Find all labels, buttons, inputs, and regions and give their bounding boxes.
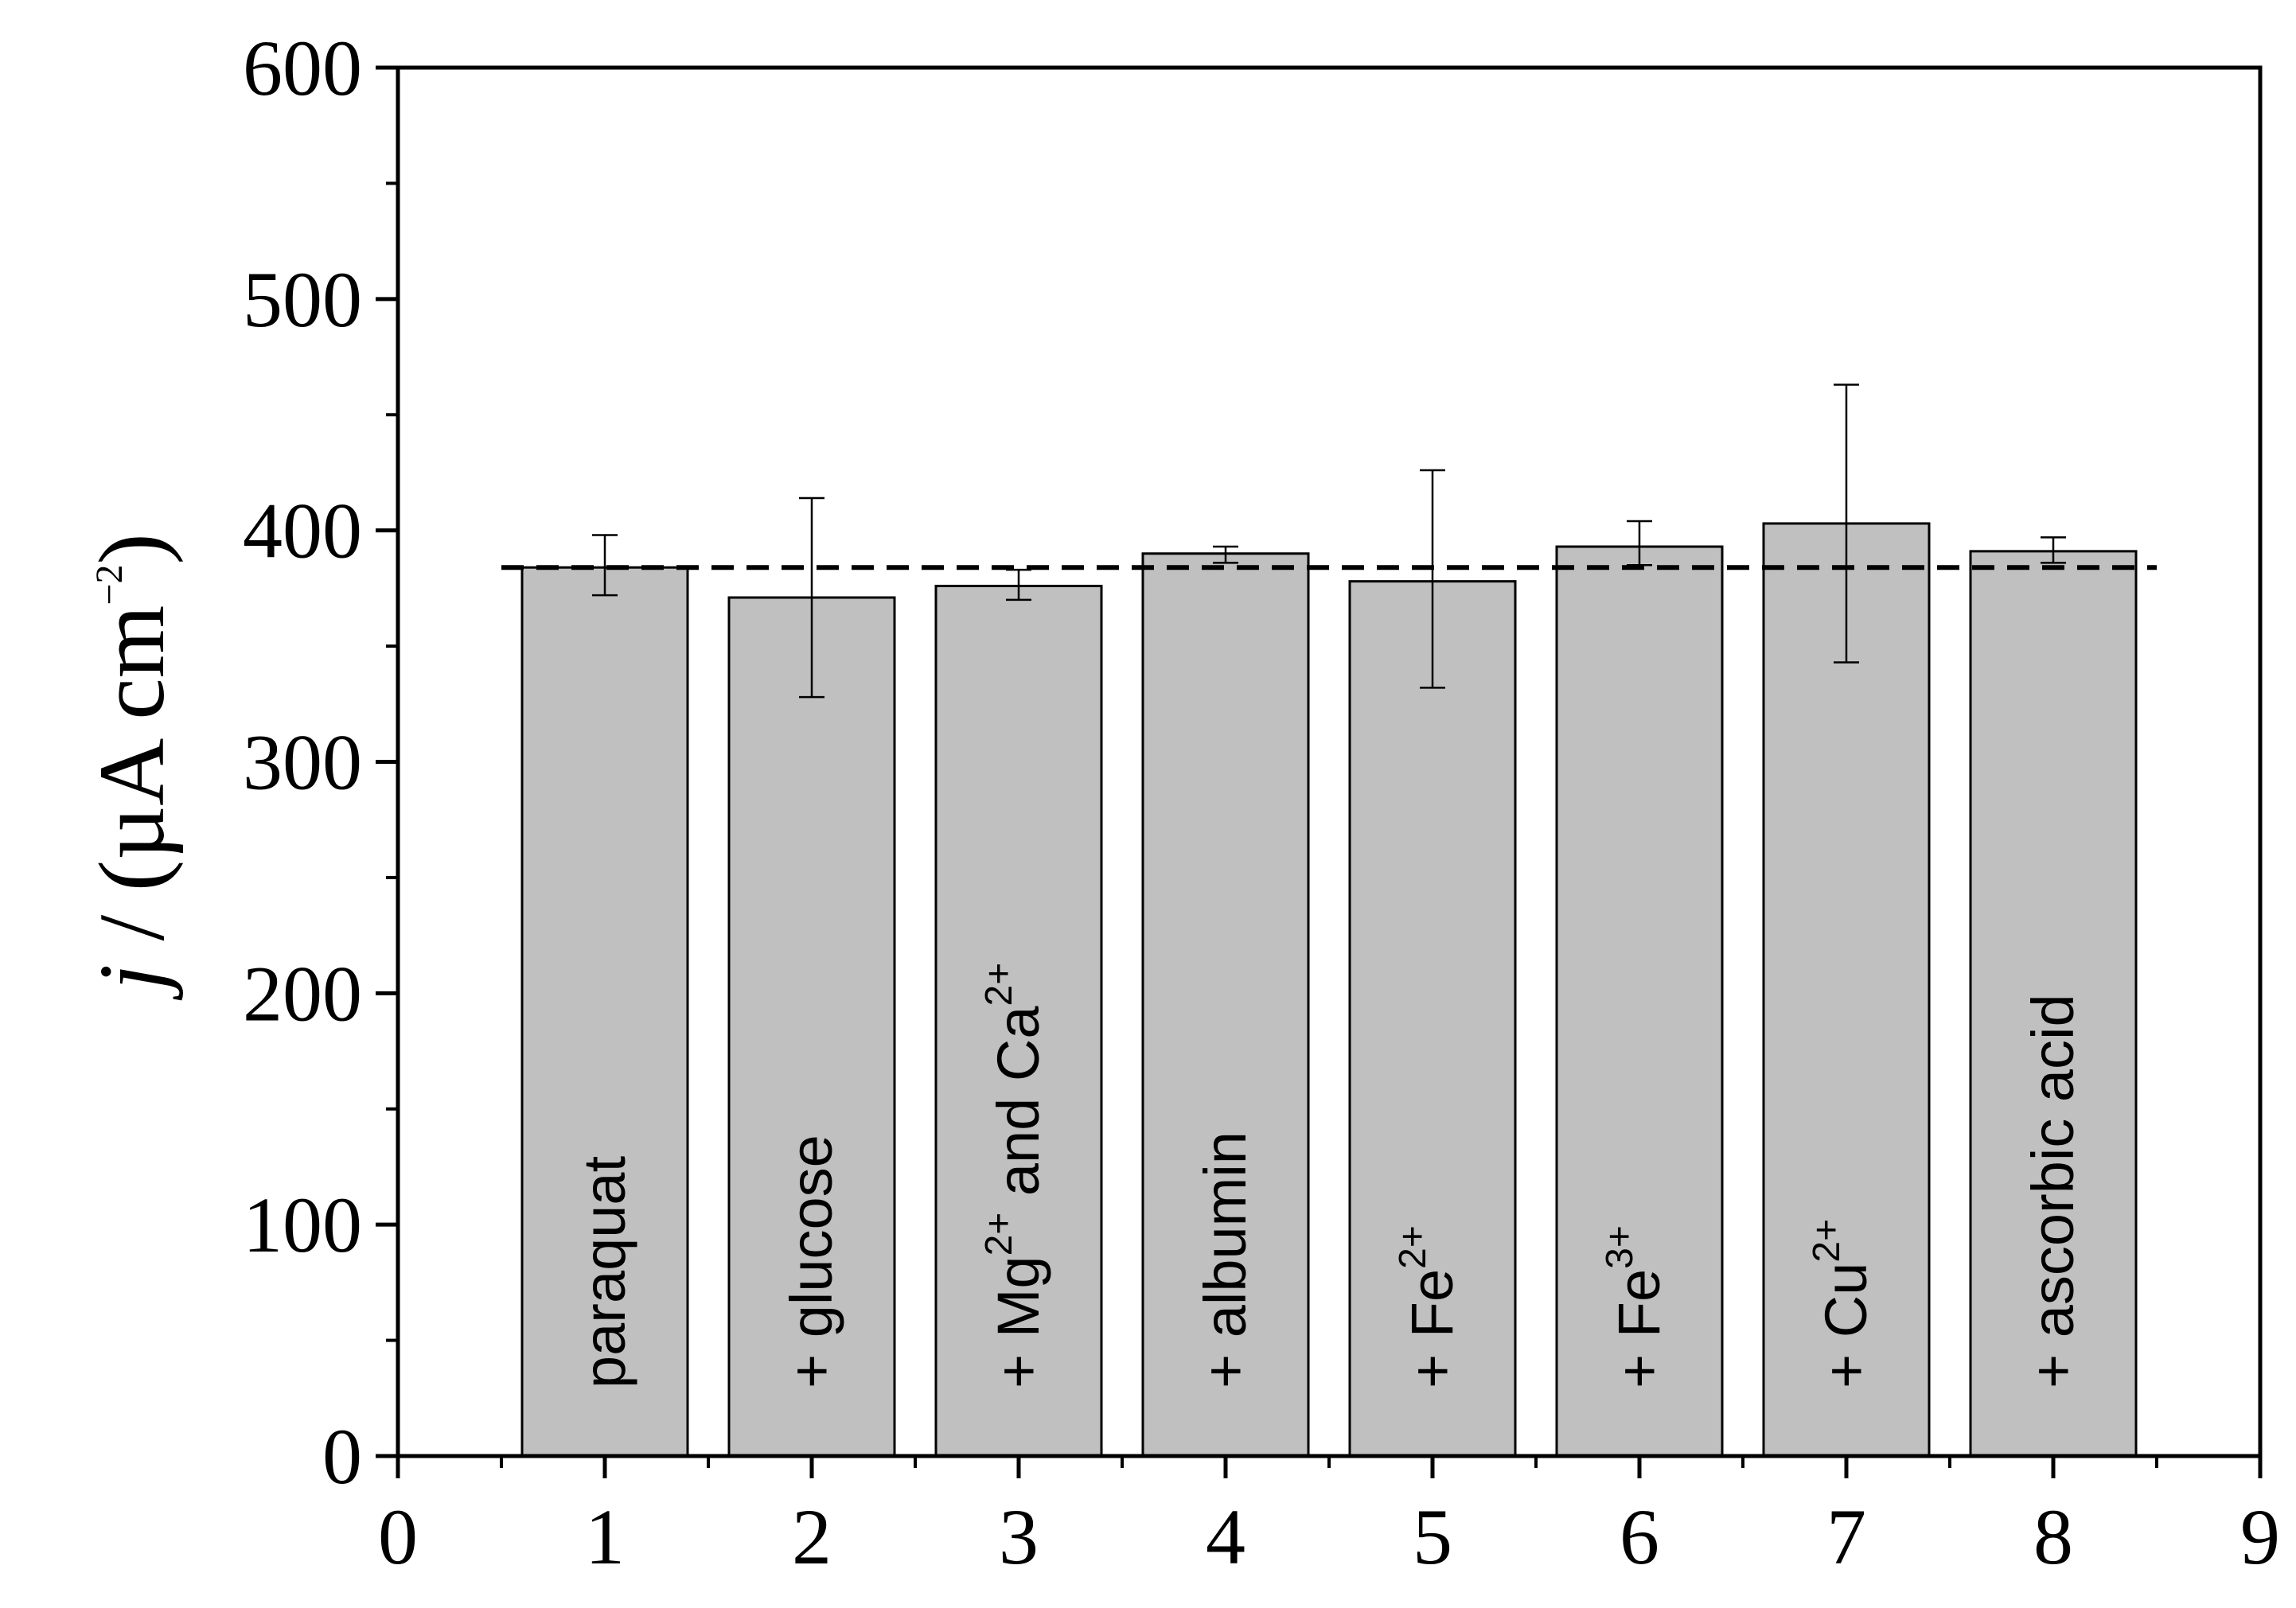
bar-label-text: + albumin xyxy=(1192,1131,1258,1388)
bar-label-7: + Cu2+ xyxy=(1806,1219,1879,1388)
bar-label-1: paraquat xyxy=(571,1155,637,1388)
x-tick-label: 6 xyxy=(1620,1493,1659,1581)
x-tick-label: 4 xyxy=(1206,1493,1245,1581)
y-axis-title: j / (µA cm−2) xyxy=(80,533,184,1001)
bar-label-3: + Mg2+ and Ca2+ xyxy=(978,963,1051,1388)
bar-label-text: + glucose xyxy=(778,1135,844,1388)
bar-5 xyxy=(1348,580,1517,1458)
axis-ticks-layer xyxy=(376,65,2263,1478)
x-tick-label: 8 xyxy=(2033,1493,2073,1581)
bar-label-text: + Fe xyxy=(1606,1269,1672,1388)
bar-4 xyxy=(1141,552,1310,1458)
y-tick-label: 400 xyxy=(243,487,362,575)
x-tick-label: 9 xyxy=(2240,1493,2280,1581)
bar-label-4: + albumin xyxy=(1192,1131,1258,1388)
bar-6 xyxy=(1555,545,1724,1458)
y-axis-title-sup: −2 xyxy=(88,564,131,605)
bar-1 xyxy=(520,566,689,1458)
y-axis-title-italic: j xyxy=(80,964,184,1001)
y-tick-label: 500 xyxy=(243,255,362,344)
y-tick-label: 100 xyxy=(243,1181,362,1269)
bar-label-text: paraquat xyxy=(571,1155,637,1388)
x-tick-label: 1 xyxy=(585,1493,625,1581)
y-tick-label: 600 xyxy=(243,24,362,112)
bar-label-text: + Fe xyxy=(1399,1269,1465,1388)
x-tick-label: 5 xyxy=(1413,1493,1452,1581)
bar-labels-layer: paraquat + glucose + Mg2+ and Ca2++ albumi… xyxy=(571,963,2086,1388)
y-tick-label: 200 xyxy=(243,949,362,1038)
bar-label-text: + Cu xyxy=(1813,1263,1879,1388)
x-tick-label: 7 xyxy=(1826,1493,1866,1581)
bar-label-text: + ascorbic acid xyxy=(2020,994,2086,1388)
x-tick-label: 3 xyxy=(999,1493,1039,1581)
bar-label-8: + ascorbic acid xyxy=(2020,994,2086,1388)
bar-label-superscript: 2+ xyxy=(1392,1225,1434,1269)
bar-label-superscript: 2+ xyxy=(1806,1219,1848,1263)
bar-8 xyxy=(1969,550,2138,1458)
bar-label-tail: and Ca xyxy=(985,1006,1051,1213)
x-tick-label: 0 xyxy=(378,1493,418,1581)
bar-label-5: + Fe2+ xyxy=(1392,1225,1465,1388)
bar-label-superscript: 3+ xyxy=(1599,1225,1641,1269)
bars-layer xyxy=(520,522,2138,1458)
y-tick-label: 300 xyxy=(243,718,362,807)
bar-label-6: + Fe3+ xyxy=(1599,1225,1672,1388)
y-axis-title-close: ) xyxy=(80,533,184,564)
x-tick-label: 2 xyxy=(792,1493,832,1581)
bar-label-superscript: 2+ xyxy=(978,963,1020,1006)
error-bars-layer xyxy=(592,384,2066,699)
bar-label-2: + glucose xyxy=(778,1135,844,1388)
bar-label-superscript: 2+ xyxy=(978,1213,1020,1256)
tick-labels-layer: 0 1 2 3 4 5 6 7 8 9 0 100 200 300 400 500 600 xyxy=(243,24,2280,1581)
y-tick-label: 0 xyxy=(322,1412,362,1501)
y-axis-title-main: / (µA cm xyxy=(80,605,184,964)
bar-2 xyxy=(727,596,896,1458)
bar-label-text: + Mg xyxy=(985,1256,1051,1388)
